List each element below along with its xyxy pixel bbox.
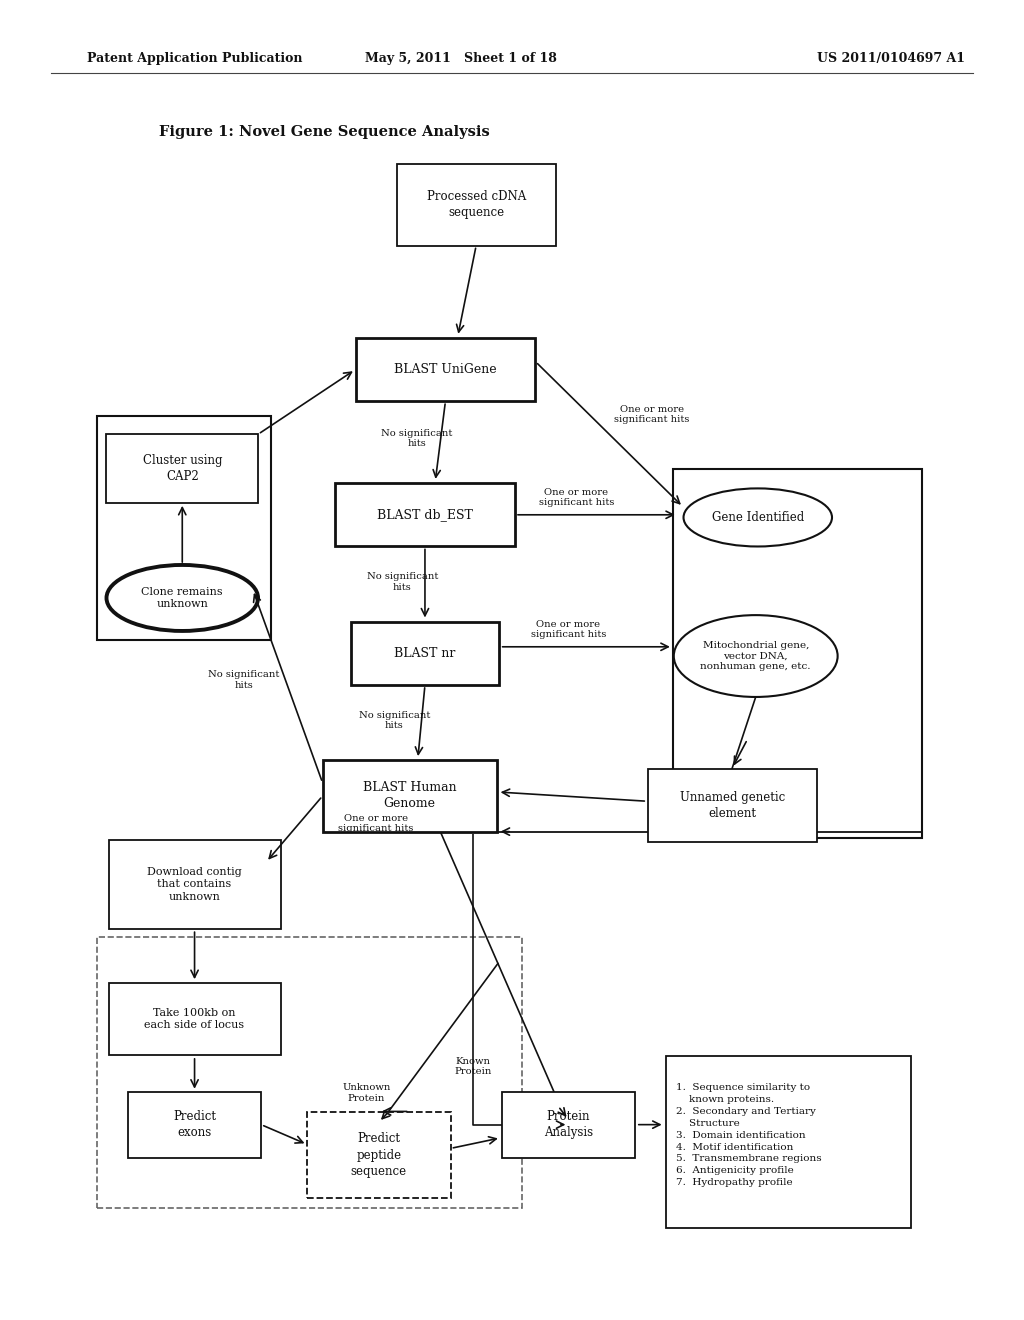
Text: US 2011/0104697 A1: US 2011/0104697 A1 (817, 51, 965, 65)
Text: Download contig
that contains
unknown: Download contig that contains unknown (147, 867, 242, 902)
Text: May 5, 2011   Sheet 1 of 18: May 5, 2011 Sheet 1 of 18 (365, 51, 557, 65)
Ellipse shape (684, 488, 831, 546)
Text: Gene Identified: Gene Identified (712, 511, 804, 524)
FancyBboxPatch shape (666, 1056, 911, 1228)
FancyBboxPatch shape (356, 338, 535, 401)
FancyBboxPatch shape (350, 622, 499, 685)
FancyBboxPatch shape (397, 164, 555, 246)
FancyBboxPatch shape (128, 1092, 261, 1158)
Text: One or more
significant hits: One or more significant hits (530, 620, 606, 639)
Text: No significant
hits: No significant hits (208, 671, 280, 689)
Text: One or more
significant hits: One or more significant hits (338, 814, 414, 833)
Text: Protein
Analysis: Protein Analysis (544, 1110, 593, 1139)
FancyBboxPatch shape (106, 434, 258, 503)
Text: Unknown
Protein: Unknown Protein (342, 1084, 391, 1102)
Text: Predict
exons: Predict exons (173, 1110, 216, 1139)
Text: No significant
hits: No significant hits (367, 573, 438, 591)
Text: No significant
hits: No significant hits (381, 429, 453, 447)
Text: Predict
peptide
sequence: Predict peptide sequence (351, 1133, 407, 1177)
Text: BLAST Human
Genome: BLAST Human Genome (362, 781, 457, 810)
Text: BLAST db_EST: BLAST db_EST (377, 508, 473, 521)
Text: Patent Application Publication: Patent Application Publication (87, 51, 302, 65)
Ellipse shape (674, 615, 838, 697)
Text: One or more
significant hits: One or more significant hits (539, 488, 614, 507)
Text: BLAST UniGene: BLAST UniGene (394, 363, 497, 376)
FancyBboxPatch shape (647, 768, 817, 842)
FancyBboxPatch shape (502, 1092, 635, 1158)
Text: Processed cDNA
sequence: Processed cDNA sequence (427, 190, 525, 219)
Text: Figure 1: Novel Gene Sequence Analysis: Figure 1: Novel Gene Sequence Analysis (159, 125, 489, 139)
FancyBboxPatch shape (109, 982, 281, 1056)
FancyBboxPatch shape (336, 483, 514, 546)
Text: No significant
hits: No significant hits (358, 711, 430, 730)
Text: Take 100kb on
each side of locus: Take 100kb on each side of locus (144, 1008, 245, 1030)
Text: Clone remains
unknown: Clone remains unknown (141, 587, 223, 609)
FancyBboxPatch shape (323, 759, 497, 833)
Text: Mitochondrial gene,
vector DNA,
nonhuman gene, etc.: Mitochondrial gene, vector DNA, nonhuman… (700, 642, 811, 671)
FancyBboxPatch shape (307, 1111, 451, 1199)
Text: Cluster using
CAP2: Cluster using CAP2 (142, 454, 222, 483)
Text: Unnamed genetic
element: Unnamed genetic element (680, 791, 784, 820)
Text: Known
Protein: Known Protein (455, 1057, 492, 1076)
FancyBboxPatch shape (109, 840, 281, 929)
Text: BLAST nr: BLAST nr (394, 647, 456, 660)
Text: One or more
significant hits: One or more significant hits (614, 405, 690, 424)
Ellipse shape (106, 565, 258, 631)
Text: 1.  Sequence similarity to
    known proteins.
2.  Secondary and Tertiary
    St: 1. Sequence similarity to known proteins… (676, 1084, 821, 1187)
